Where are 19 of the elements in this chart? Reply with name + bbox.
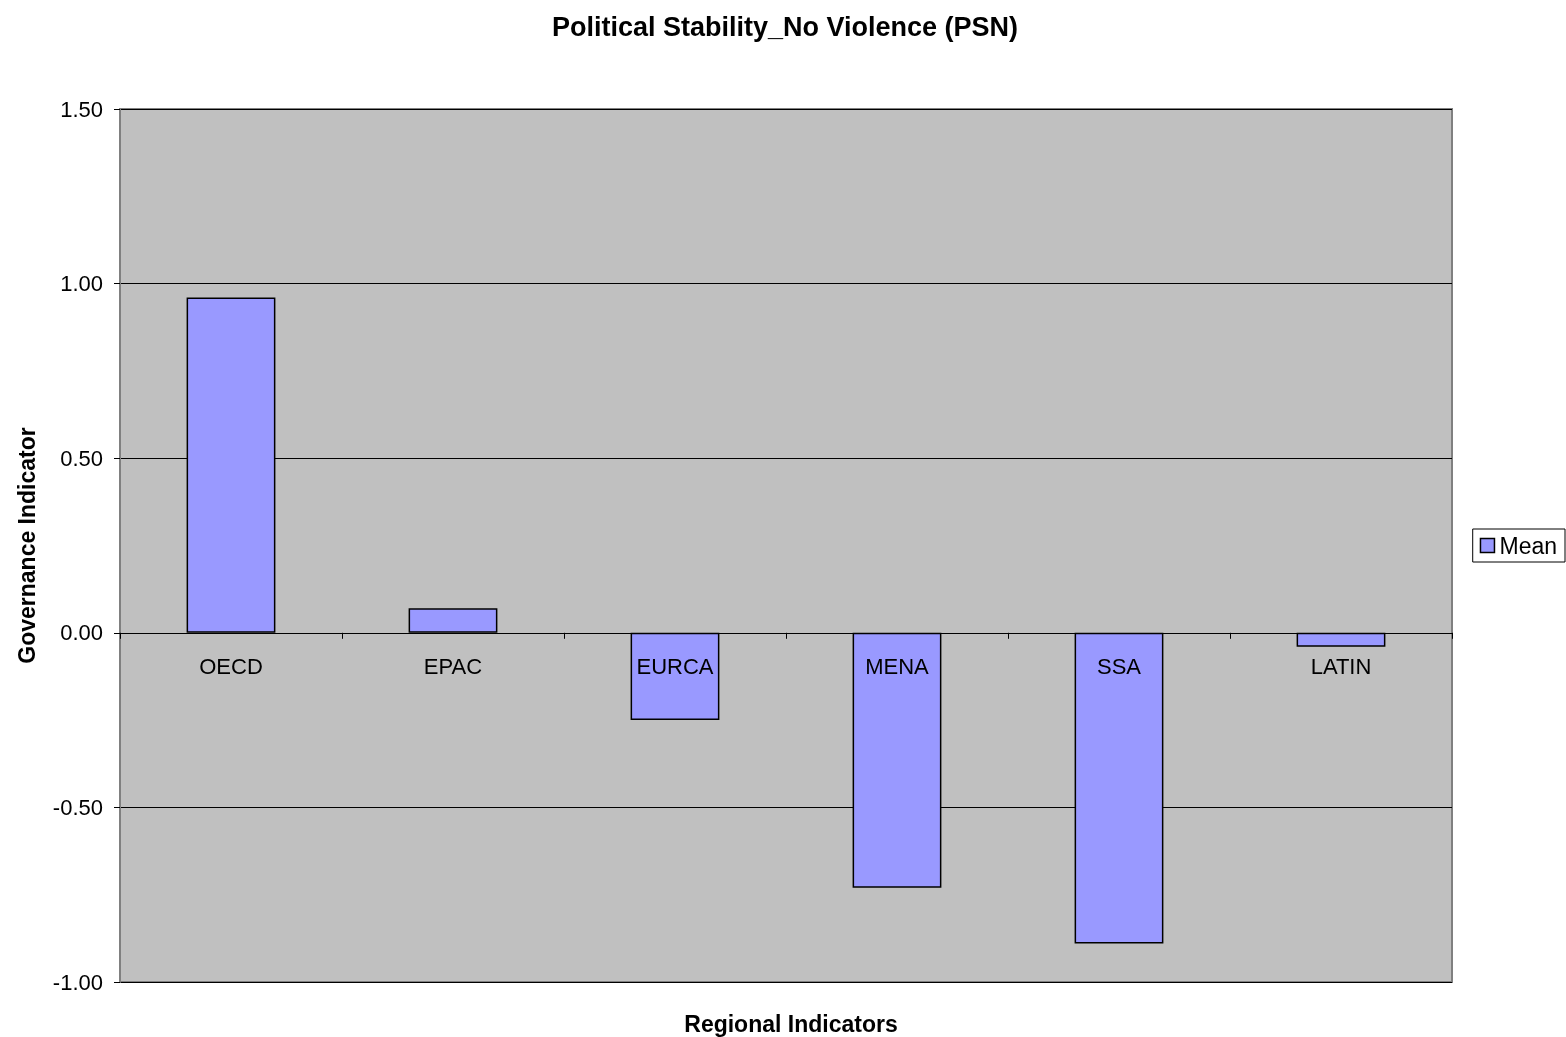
y-tick-label: 1.00 xyxy=(60,271,103,297)
y-axis-title: Governance Indicator xyxy=(13,427,40,664)
y-tick-label: -1.00 xyxy=(52,969,103,995)
bar xyxy=(630,632,720,721)
y-tick-label: -0.50 xyxy=(52,794,103,820)
bar xyxy=(408,608,498,633)
x-tick-label: SSA xyxy=(1096,654,1142,680)
y-tick-label: 0.50 xyxy=(60,445,103,471)
legend-label: Mean xyxy=(1499,532,1558,559)
x-axis-title: Regional Indicators xyxy=(684,1010,898,1037)
x-tick-label: OECD xyxy=(199,654,263,680)
bar xyxy=(1296,632,1386,647)
chart-title: Political Stability_No Violence (PSN) xyxy=(551,11,1019,42)
x-tick-label: MENA xyxy=(865,654,930,680)
x-tick-label: EURCA xyxy=(636,654,714,680)
x-tick-label: LATIN xyxy=(1310,654,1372,680)
y-tick-label: 0.00 xyxy=(60,620,103,646)
y-tick-label: 1.50 xyxy=(60,96,103,122)
x-tick-label: EPAC xyxy=(423,654,483,680)
